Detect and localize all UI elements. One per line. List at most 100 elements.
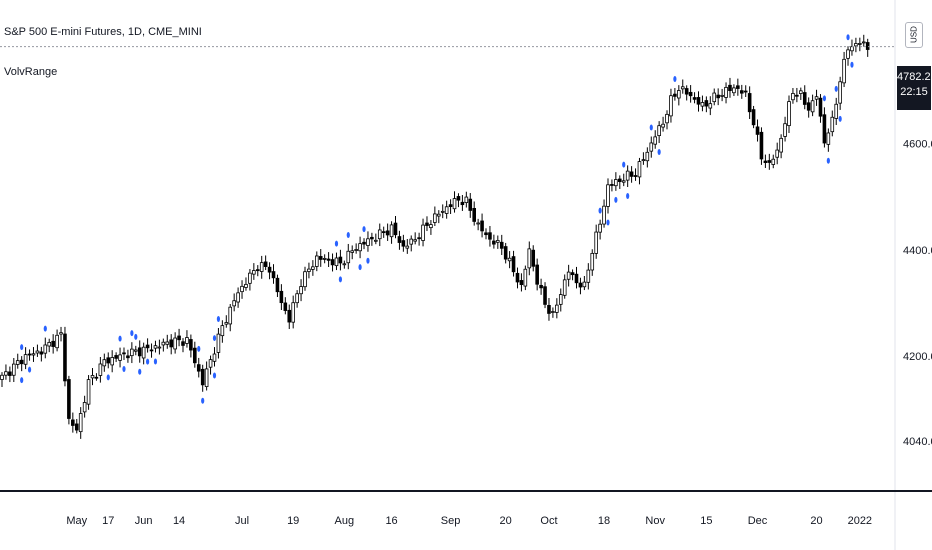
candle (267, 262, 272, 280)
candle-body (700, 102, 705, 107)
candle-body (204, 368, 209, 388)
candle-body (145, 344, 150, 349)
volvrange-markers (20, 34, 854, 404)
candle (566, 264, 571, 287)
candle-body (318, 256, 323, 260)
candle-body (133, 349, 138, 352)
candle-body (130, 348, 134, 357)
candle-body (456, 196, 461, 201)
candle (334, 252, 339, 271)
candle (791, 88, 795, 104)
candle-body (118, 354, 122, 361)
candle (350, 245, 355, 260)
candle (578, 277, 583, 295)
candle (625, 165, 630, 188)
candle-body (814, 96, 819, 100)
candle-body (43, 344, 48, 354)
candle-body (661, 123, 665, 128)
candle-body (850, 46, 854, 52)
candle (193, 341, 197, 368)
candle (385, 223, 390, 241)
candle (67, 375, 71, 425)
candle-body (177, 335, 181, 341)
candle-body (102, 359, 107, 367)
candle (673, 88, 677, 101)
candle (326, 252, 331, 267)
candle (314, 251, 319, 272)
candle-body (696, 97, 701, 105)
candle (732, 84, 736, 97)
price-axis[interactable]: 4040.00 4200.00 4400.00 4600.00 (903, 139, 932, 449)
candle-body (397, 236, 402, 243)
candle (401, 234, 406, 252)
candle (15, 353, 20, 369)
candle (362, 238, 366, 250)
candle-body (574, 273, 579, 284)
candle (169, 334, 174, 355)
candle-body (31, 353, 36, 356)
candle (594, 224, 598, 259)
candle (8, 366, 12, 383)
candle (629, 166, 634, 183)
candle (35, 344, 40, 357)
candle-body (417, 237, 421, 240)
candle-body (122, 352, 126, 355)
candle-body (799, 90, 803, 94)
candle-body (287, 309, 292, 323)
candle-body (12, 363, 16, 376)
x-tick-label: 15 (700, 515, 712, 527)
candle-body (653, 136, 658, 145)
candle (641, 152, 646, 165)
candle (858, 37, 862, 52)
candle (795, 87, 799, 103)
candle (818, 94, 823, 123)
candle (665, 110, 669, 130)
candle (110, 350, 114, 373)
candle-body (307, 268, 311, 272)
candle (204, 361, 209, 391)
volvrange-marker (134, 333, 138, 340)
x-tick-label: Aug (335, 515, 355, 527)
candle-body (519, 280, 524, 286)
candle (476, 218, 480, 231)
candle-body (326, 258, 331, 261)
candle-body (200, 368, 205, 386)
candle (747, 86, 752, 120)
volvrange-marker (212, 372, 217, 379)
candle-body (98, 363, 103, 376)
candle-body (480, 220, 484, 232)
candle-body (377, 229, 382, 240)
candle (405, 238, 410, 254)
candle-body (621, 180, 626, 183)
candle (421, 218, 425, 247)
candle (173, 332, 177, 354)
candle (767, 153, 772, 170)
candle-body (55, 334, 59, 349)
candle (779, 134, 783, 159)
candle-body (783, 123, 787, 137)
candle-body (496, 240, 500, 243)
candle-body (586, 269, 591, 283)
time-axis[interactable]: May 17 Jun 14 Jul 19 Aug 16 Sep 20 Oct 18 Nov 15 Dec 20… (66, 515, 872, 527)
candle-body (314, 255, 319, 267)
candle-body (271, 271, 276, 279)
symbol-legend[interactable]: S&P 500 E-mini Futures, 1D, CME_MINI (4, 26, 202, 38)
currency-button[interactable]: USD (905, 22, 923, 48)
volvrange-marker (358, 264, 362, 271)
candle-body (830, 116, 835, 133)
candle (55, 329, 59, 352)
candle (551, 307, 555, 318)
candle-body (4, 371, 8, 376)
candle-body (224, 322, 229, 325)
candle (259, 255, 264, 279)
candle (716, 88, 720, 106)
volvrange-marker (606, 219, 610, 226)
candle-body (185, 337, 189, 344)
indicator-legend[interactable]: VolvRange (4, 66, 58, 78)
candle (200, 364, 205, 392)
x-tick-label: 18 (598, 515, 610, 527)
candle-body (464, 196, 469, 203)
candle-body (374, 239, 378, 242)
candle (712, 88, 717, 106)
